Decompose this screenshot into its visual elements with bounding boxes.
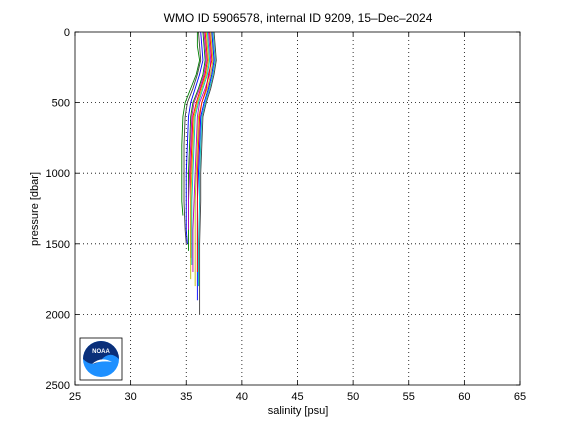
y-axis-label: pressure [dbar]: [29, 172, 41, 246]
noaa-logo: NOAA: [79, 337, 123, 381]
noaa-logo-gull: [92, 359, 112, 364]
profile-line: [185, 31, 204, 244]
profile-line: [188, 31, 207, 230]
x-tick-label: 30: [125, 391, 137, 403]
profile-line: [199, 31, 217, 315]
x-tick-label: 45: [291, 391, 303, 403]
profile-line: [190, 31, 209, 280]
profile-line: [181, 32, 201, 216]
y-tick-label: 2500: [46, 380, 70, 392]
y-tick-label: 2000: [46, 309, 70, 321]
x-tick-label: 25: [69, 391, 81, 403]
profile-line: [194, 31, 214, 287]
y-tick-label: 1000: [46, 168, 70, 180]
x-axis-label: salinity [psu]: [268, 405, 329, 417]
x-tick-label: 40: [236, 391, 248, 403]
grid-lines: [75, 32, 520, 385]
noaa-logo-text: NOAA: [92, 349, 110, 355]
y-tick-label: 0: [64, 27, 70, 39]
x-tick-label: 35: [180, 391, 192, 403]
x-tick-label: 50: [347, 391, 359, 403]
ticks: 25 30 35 40 45 50 55 60 65 0 500 1000 1500 2000 2500: [46, 27, 527, 403]
y-tick-label: 1500: [46, 239, 70, 251]
profile-line: [191, 31, 211, 265]
series-layer: [181, 31, 217, 315]
profile-line: [192, 31, 212, 273]
profile-line: [196, 31, 213, 273]
noaa-logo-sky: [83, 341, 119, 364]
profile-line: [198, 31, 216, 287]
chart-title: WMO ID 5906578, internal ID 9209, 15–Dec…: [164, 11, 433, 25]
profile-line: [183, 31, 202, 244]
x-tick-label: 55: [403, 391, 415, 403]
y-tick-label: 500: [52, 98, 70, 110]
x-tick-label: 60: [458, 391, 470, 403]
x-tick-label: 65: [514, 391, 526, 403]
